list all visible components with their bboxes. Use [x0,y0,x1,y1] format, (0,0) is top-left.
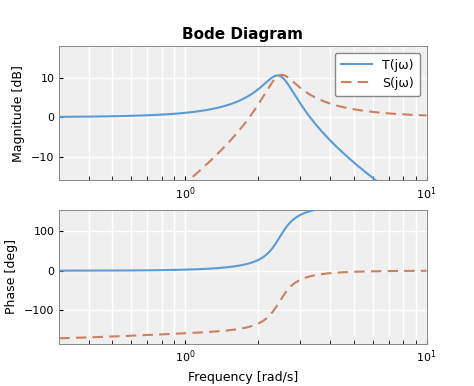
S(jω) [56,274,62,279]
Line: S(jω): S(jω) [59,75,427,276]
S(jω) [98,245,104,250]
S(jω) [279,73,284,77]
S(jω) [120,230,126,234]
T(jω) [213,106,219,110]
T(jω) [275,73,281,78]
T(jω) [377,181,383,186]
Y-axis label: Magnitude [dB]: Magnitude [dB] [12,65,26,162]
T(jω) [120,114,126,119]
S(jω) [377,110,383,115]
S(jω) [424,113,429,118]
T(jω) [98,114,104,119]
T(jω) [56,115,62,119]
Legend: T(jω), S(jω): T(jω), S(jω) [335,52,420,96]
Title: Bode Diagram: Bode Diagram [182,27,303,42]
T(jω) [417,210,422,215]
S(jω) [197,168,203,173]
Line: T(jω): T(jω) [59,75,427,217]
Y-axis label: Phase [deg]: Phase [deg] [6,239,18,314]
S(jω) [213,153,219,157]
T(jω) [197,109,203,113]
S(jω) [417,113,422,117]
T(jω) [424,215,429,220]
X-axis label: Frequency [rad/s]: Frequency [rad/s] [188,371,298,384]
